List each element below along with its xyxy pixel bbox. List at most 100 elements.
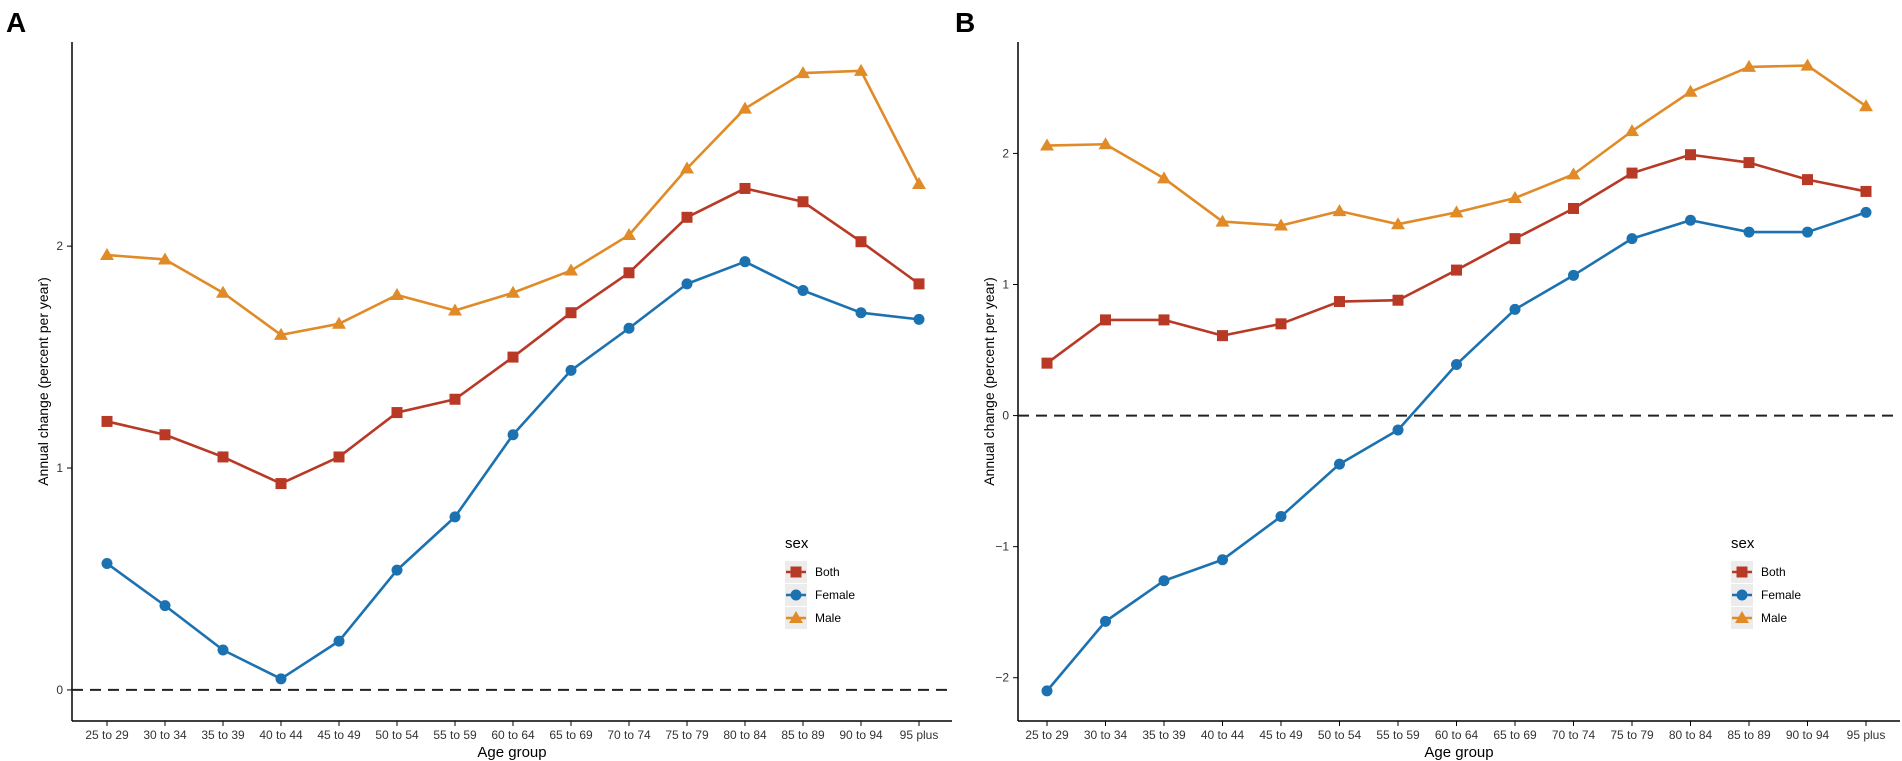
panel-b-legend-title: sex — [1731, 535, 1755, 552]
both-point — [159, 429, 171, 441]
series-female — [101, 256, 925, 685]
panel-a-y-axis-title: Annual change (percent per year) — [35, 277, 51, 486]
female-point — [1158, 575, 1170, 587]
panel-b-series — [1040, 58, 1873, 697]
male-point — [796, 66, 810, 79]
female-point — [217, 644, 229, 656]
both-point — [1451, 264, 1462, 276]
male-point — [274, 327, 288, 340]
both-point — [855, 236, 867, 248]
both-point — [1568, 202, 1579, 214]
male-point — [1742, 59, 1756, 72]
x-tick-label: 40 to 44 — [1201, 728, 1245, 742]
both-point — [1685, 149, 1696, 161]
both-point — [1334, 296, 1345, 308]
x-tick-label: 35 to 39 — [201, 728, 245, 742]
both-point — [913, 278, 925, 290]
both-point — [681, 211, 693, 223]
x-tick-label: 25 to 29 — [85, 728, 129, 742]
x-tick-label: 45 to 49 — [1259, 728, 1303, 742]
legend-item-female: Female — [1731, 584, 1801, 606]
female-point — [159, 600, 171, 612]
female-point — [1041, 685, 1053, 697]
female-point — [913, 313, 925, 325]
y-tick-label: −1 — [995, 540, 1009, 554]
male-point — [1215, 214, 1230, 227]
x-tick-label: 80 to 84 — [723, 728, 767, 742]
legend-item-male: Male — [1731, 607, 1787, 629]
male-point — [1391, 217, 1405, 230]
male-point — [158, 252, 172, 265]
male-point — [1332, 204, 1347, 217]
panel-a-legend: sex Both Female Male — [785, 535, 855, 629]
y-tick-label: 1 — [1002, 278, 1009, 292]
male-point — [332, 316, 346, 329]
panel-a-series — [100, 63, 926, 685]
series-both — [101, 182, 925, 490]
x-tick-label: 85 to 89 — [1727, 728, 1771, 742]
y-tick-label: 1 — [56, 461, 63, 475]
x-tick-label: 40 to 44 — [259, 728, 303, 742]
x-tick-label: 60 to 64 — [1435, 728, 1479, 742]
both-point — [507, 351, 519, 363]
panel-b-axes: −2 −1 0 1 2 25 to 29 30 to 34 35 to 39 40 to 44 4… — [995, 42, 1900, 742]
panel-b: B Annual change (percent per year) Age g… — [955, 7, 1900, 761]
legend-item-male: Male — [785, 607, 841, 629]
legend-both-marker — [1736, 566, 1748, 578]
female-point — [1100, 615, 1111, 627]
male-line — [1046, 64, 1867, 227]
x-tick-label: 50 to 54 — [375, 728, 419, 742]
x-tick-label: 55 to 59 — [1376, 728, 1420, 742]
male-point — [622, 228, 636, 241]
both-point — [449, 393, 461, 405]
female-point — [391, 564, 403, 576]
male-point — [216, 285, 230, 298]
x-tick-label: 65 to 69 — [549, 728, 593, 742]
both-line — [1046, 153, 1867, 365]
x-tick-label: 85 to 89 — [781, 728, 825, 742]
female-point — [1802, 226, 1813, 238]
both-point — [333, 451, 345, 463]
both-point — [1275, 318, 1287, 330]
female-point — [1451, 358, 1462, 370]
male-point — [1859, 99, 1873, 112]
legend-item-both: Both — [785, 561, 840, 583]
both-point — [217, 451, 229, 463]
female-point — [739, 256, 751, 268]
series-male — [100, 63, 926, 340]
female-point — [1626, 233, 1638, 245]
both-point — [739, 182, 751, 194]
both-point — [1392, 294, 1404, 306]
female-point — [1275, 511, 1287, 523]
x-tick-label: 65 to 69 — [1493, 728, 1537, 742]
x-tick-label: 70 to 74 — [607, 728, 651, 742]
female-point — [1568, 269, 1579, 281]
both-point — [1217, 330, 1228, 342]
both-point — [1626, 167, 1638, 179]
both-point — [1100, 314, 1111, 326]
legend-label: Female — [815, 588, 855, 602]
x-tick-label: 25 to 29 — [1025, 728, 1069, 742]
female-point — [855, 307, 867, 319]
legend-male-marker — [1735, 611, 1749, 623]
x-tick-label: 90 to 94 — [839, 728, 883, 742]
panel-b-y-axis-title: Annual change (percent per year) — [981, 277, 997, 486]
y-tick-label: 2 — [56, 239, 63, 253]
male-point — [1800, 58, 1815, 71]
female-point — [333, 635, 345, 647]
x-tick-label: 30 to 34 — [1084, 728, 1128, 742]
female-point — [1217, 554, 1228, 566]
y-tick-label: 0 — [56, 683, 63, 697]
male-point — [1449, 205, 1464, 218]
x-tick-label: 30 to 34 — [143, 728, 187, 742]
panel-b-legend: sex Both Female Male — [1731, 535, 1801, 629]
male-point — [506, 285, 520, 298]
legend-item-both: Both — [1731, 561, 1786, 583]
series-both — [1041, 149, 1872, 369]
male-point — [1098, 137, 1113, 150]
both-point — [1802, 174, 1813, 186]
x-tick-label: 35 to 39 — [1142, 728, 1186, 742]
x-tick-label: 95 plus — [1847, 728, 1886, 742]
x-tick-label: 45 to 49 — [317, 728, 361, 742]
